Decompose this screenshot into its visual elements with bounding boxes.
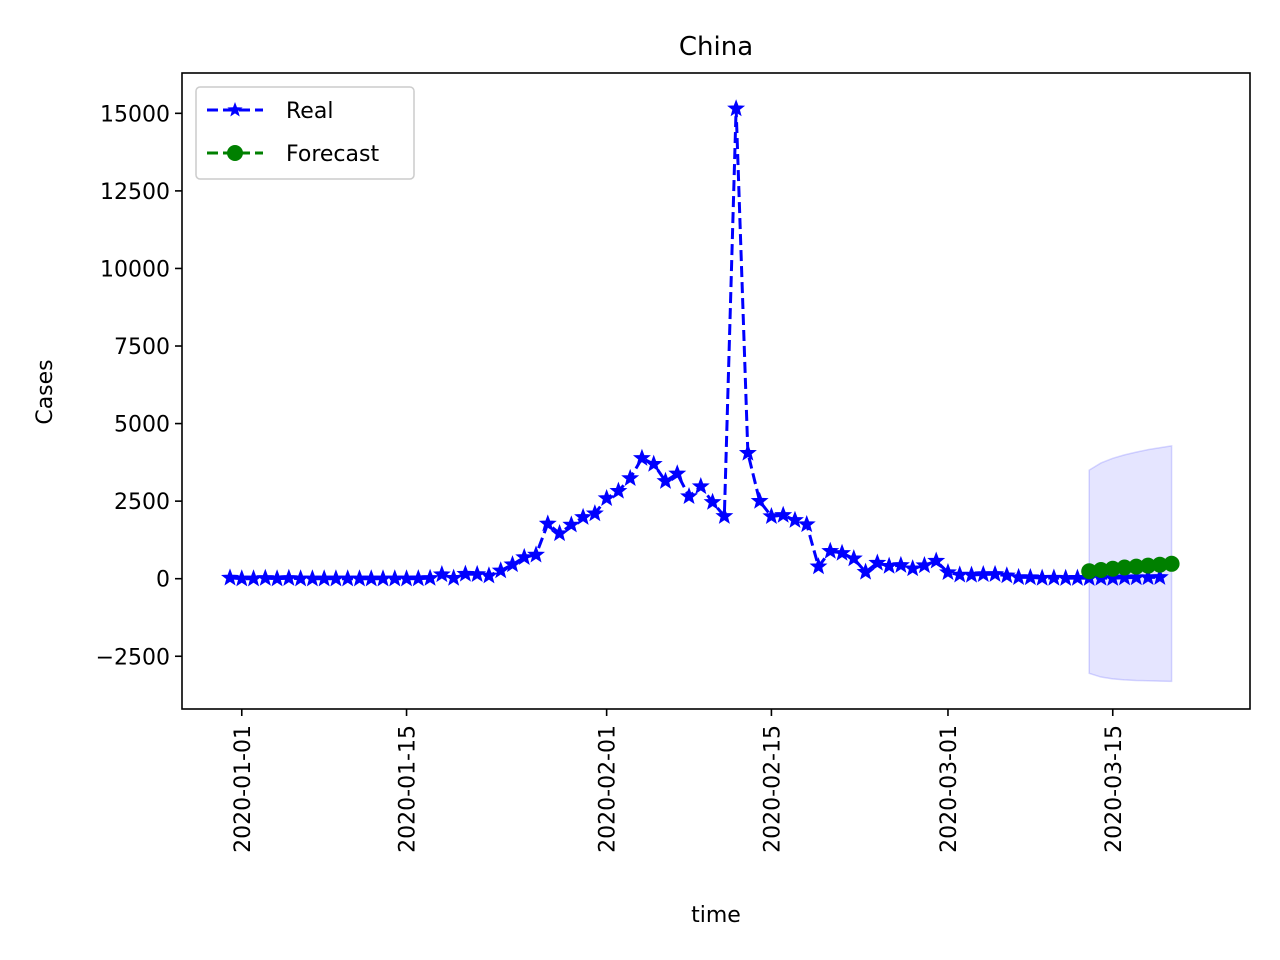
data-point-real <box>668 464 687 482</box>
data-point-real <box>621 468 640 486</box>
x-tick-label: 2020-01-15 <box>396 725 421 853</box>
x-tick-label: 2020-03-01 <box>937 725 962 853</box>
y-tick-label: −2500 <box>96 645 170 670</box>
y-tick-label: 12500 <box>100 180 170 205</box>
data-point-real <box>538 514 557 532</box>
data-point-real <box>585 504 604 522</box>
data-point-real <box>821 541 840 559</box>
data-point-real <box>527 545 545 563</box>
data-point-real <box>797 515 816 533</box>
data-point-real <box>680 486 698 505</box>
legend-marker-forecast <box>227 145 243 161</box>
data-point-forecast <box>1116 559 1133 576</box>
data-point-real <box>750 491 769 509</box>
data-point-real <box>691 477 710 495</box>
data-point-real <box>632 448 651 466</box>
y-tick-label: 2500 <box>114 490 170 515</box>
data-point-real <box>809 557 828 575</box>
x-tick-label: 2020-01-01 <box>231 725 256 853</box>
y-tick-label: 7500 <box>114 335 170 360</box>
data-point-forecast <box>1104 560 1121 577</box>
y-axis-title: Cases <box>33 359 58 424</box>
x-tick-label: 2020-02-01 <box>596 725 621 853</box>
data-point-real <box>479 566 498 584</box>
data-point-real <box>986 564 1005 582</box>
data-point-real <box>833 543 852 561</box>
data-point-real <box>1150 567 1169 585</box>
axes-frame <box>181 72 1251 710</box>
data-point-real <box>503 555 522 573</box>
data-point-real <box>656 471 675 489</box>
data-point-real <box>562 515 581 533</box>
legend-marker-real <box>227 102 243 117</box>
data-point-real <box>997 566 1016 584</box>
axes: −2500 0 2500 5000 7500 10000 12500 15000 2020-01… <box>96 72 1251 853</box>
data-point-real <box>868 553 887 571</box>
data-point-real <box>738 443 757 461</box>
y-tick-label: 0 <box>156 568 170 593</box>
data-point-real <box>903 559 922 577</box>
data-point-real <box>715 506 734 524</box>
data-point-real <box>939 562 957 581</box>
data-point-real <box>1021 568 1040 586</box>
data-point-real <box>444 568 463 586</box>
data-point-real <box>915 556 934 574</box>
data-point-real <box>468 564 487 582</box>
chart-title: China <box>679 32 753 62</box>
data-point-real <box>856 562 875 580</box>
data-point-real <box>774 505 793 523</box>
legend-box <box>195 86 415 180</box>
data-point-real <box>609 481 628 499</box>
data-point-real <box>256 568 275 586</box>
data-point-real <box>550 523 569 542</box>
data-point-real <box>644 454 663 472</box>
data-point-real <box>703 492 722 510</box>
y-tick-label: 15000 <box>100 102 170 127</box>
data-point-real <box>574 507 593 525</box>
x-tick-label: 2020-03-15 <box>1102 725 1127 853</box>
y-tick-label: 10000 <box>100 257 170 282</box>
x-tick-label: 2020-02-15 <box>760 725 785 853</box>
legend-label-real: Real <box>286 99 333 124</box>
x-axis-title: time <box>691 903 741 928</box>
data-point-real <box>491 561 510 579</box>
data-point-real <box>597 488 616 507</box>
plot-area <box>221 99 1180 683</box>
data-point-forecast <box>1081 563 1098 580</box>
data-point-forecast <box>1151 556 1168 573</box>
legend-label-forecast: Forecast <box>286 142 379 167</box>
data-point-forecast <box>1140 557 1157 574</box>
data-point-real <box>891 555 910 573</box>
data-point-real <box>515 547 534 565</box>
data-point-forecast <box>1128 558 1145 575</box>
data-point-real <box>785 510 804 528</box>
legend: Real Forecast <box>195 86 415 180</box>
data-point-real <box>221 568 239 586</box>
data-point-forecast <box>1092 562 1109 579</box>
y-tick-label: 5000 <box>114 413 170 438</box>
data-point-real <box>727 99 746 117</box>
data-point-real <box>432 565 451 583</box>
data-point-real <box>421 568 440 586</box>
data-point-real <box>844 549 863 567</box>
data-point-forecast <box>1163 555 1180 572</box>
data-point-real <box>927 551 946 569</box>
